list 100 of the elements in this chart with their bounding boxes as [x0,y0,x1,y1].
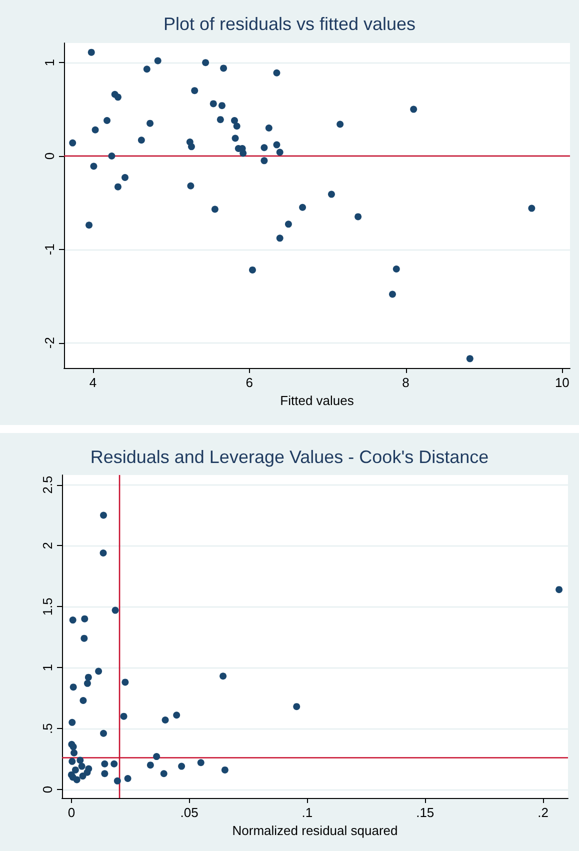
x-tick-label: 0 [68,805,76,820]
point [191,87,198,94]
point [72,766,79,774]
point [221,766,228,774]
x-tick-label: 4 [89,375,97,390]
point [69,139,76,146]
point [114,183,122,190]
point [210,100,217,108]
x-tick-label: 8 [402,375,410,390]
point [231,117,238,124]
point [143,66,150,73]
point [70,684,77,691]
point [240,150,247,157]
point [178,762,186,770]
point [84,674,92,681]
point [276,148,284,156]
point [197,759,204,766]
point [273,69,280,76]
point [220,64,228,72]
point [187,182,194,190]
point [293,703,300,710]
y-tick-label: .5 [40,723,55,734]
point [70,749,78,756]
x-tick-label: .1 [302,805,313,820]
point [354,213,362,220]
point [248,266,256,274]
x-tick-label: 6 [246,375,253,390]
point [112,606,119,614]
point [90,162,98,170]
point [120,712,128,720]
point [188,143,195,150]
point [173,712,180,719]
x-tick-label: .15 [416,805,434,820]
point [146,762,154,769]
point [273,141,280,148]
point [76,756,84,764]
point [216,116,224,124]
point [528,204,536,212]
point [260,144,268,152]
y-tick-label: 1.5 [40,598,55,616]
point [73,776,80,784]
point [556,586,563,594]
point [299,204,306,211]
point [218,102,226,110]
point [122,678,129,686]
x-axis-title: Fitted values [280,393,354,408]
point [86,222,93,229]
point [153,753,160,760]
point [232,134,239,142]
point [220,672,227,680]
point [101,770,108,778]
point [388,290,396,298]
point [162,716,169,724]
point [114,777,121,784]
point [146,120,154,127]
point [104,117,111,124]
point [202,59,210,66]
point [68,758,76,765]
point [410,106,418,113]
x-tick-label: .2 [538,805,548,820]
point [92,126,99,134]
point [110,760,118,768]
point [85,765,92,772]
point [154,57,162,64]
x-tick-label: 10 [554,375,570,390]
point [100,550,107,557]
chart-title: Residuals and Leverage Values - Cook's Distance [90,447,489,467]
point [138,136,145,144]
point [328,190,335,198]
point [122,174,128,181]
y-tick-label: 0 [42,152,57,160]
point [68,718,76,726]
point [114,94,122,101]
point [211,206,218,213]
point [392,266,400,273]
point [124,775,132,782]
y-tick-label: -1 [42,244,57,256]
chart-title: Plot of residuals vs fitted values [163,14,416,34]
y-tick-label: 1 [40,664,55,672]
point [69,616,76,624]
point [80,634,88,642]
y-tick-label: -2 [42,337,57,349]
point [95,668,102,675]
point [84,680,91,687]
point [108,152,116,160]
y-tick-label: 0 [40,786,55,794]
point [466,355,474,362]
point [160,770,168,778]
point [100,730,107,737]
point [233,122,240,130]
point [81,615,88,622]
y-tick-label: 1 [42,58,57,66]
y-tick-label: 2.5 [40,476,55,494]
x-tick-label: .05 [180,805,198,820]
point [260,157,268,164]
point [80,696,87,704]
point [336,120,344,128]
point [265,124,272,132]
point [276,234,284,242]
point [284,220,292,228]
